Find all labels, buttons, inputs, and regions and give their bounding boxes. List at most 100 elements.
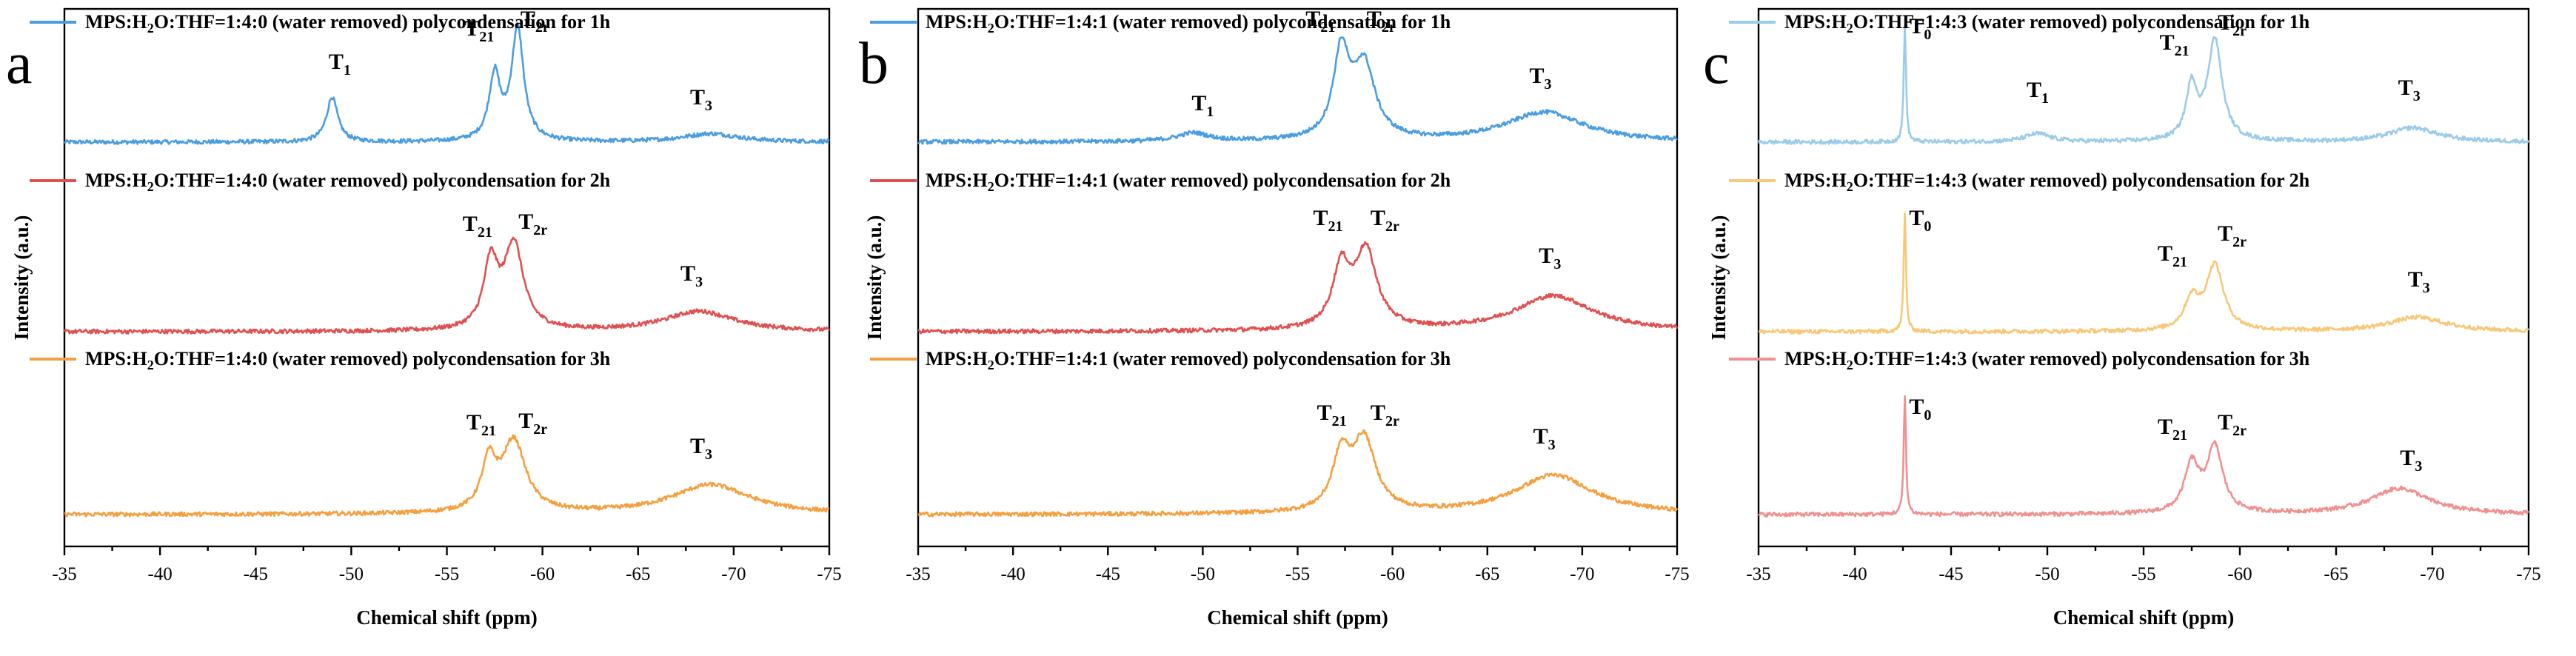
- legend-label: MPS:H2O:THF=1:4:1 (water removed) polyco…: [926, 170, 1451, 194]
- y-axis-title: Intensity (a.u.): [863, 215, 886, 341]
- x-axis-title: Chemical shift (ppm): [1207, 606, 1388, 629]
- legend-label: MPS:H2O:THF=1:4:3 (water removed) polyco…: [1784, 170, 2310, 194]
- x-tick-label: -55: [435, 564, 459, 584]
- chart-panel-a: -35 -40 -45 -50 -55 -60 -65 -70 -75 Chemical shif…: [6, 7, 842, 629]
- series-line: [917, 241, 1679, 335]
- peak-label: T2r: [2218, 221, 2247, 250]
- y-axis-title: Intensity (a.u.): [1707, 215, 1730, 341]
- series-line: [1757, 24, 2530, 145]
- peak-label: T21: [1313, 206, 1342, 235]
- x-tick-label: -40: [147, 564, 172, 584]
- x-tick-label: -55: [1285, 564, 1310, 584]
- x-tick-label: -50: [339, 564, 364, 584]
- chart-panel-b: -35 -40 -45 -50 -55 -60 -65 -70 -75 Chemical shif…: [859, 7, 1690, 629]
- x-tick-label: -75: [2516, 564, 2540, 584]
- chart-panel-c: -35 -40 -45 -50 -55 -60 -65 -70 -75 Chemical shif…: [1703, 7, 2541, 629]
- peak-label: T3: [690, 434, 712, 463]
- peak-label: T3: [1533, 424, 1556, 453]
- series-line: [1758, 212, 2529, 335]
- x-tick-label: -75: [1665, 564, 1689, 584]
- x-tick-label: -70: [1570, 564, 1594, 584]
- legend-label: MPS:H2O:THF=1:4:0 (water removed) polyco…: [85, 348, 611, 372]
- series-line: [917, 36, 1679, 145]
- peak-label: T3: [680, 261, 703, 290]
- x-tick-label: -65: [626, 564, 650, 584]
- y-axis-title: Intensity (a.u.): [10, 215, 33, 341]
- x-tick-label: -45: [1938, 564, 1963, 584]
- peak-label: T3: [2398, 76, 2421, 104]
- series-2: MPS:H2O:THF=1:4:1 (water removed) polyco…: [870, 170, 1679, 335]
- legend-label: MPS:H2O:THF=1:4:0 (water removed) polyco…: [85, 11, 611, 36]
- x-axis-title: Chemical shift (ppm): [2053, 606, 2235, 629]
- peak-label: T2r: [1367, 7, 1396, 36]
- series-2: MPS:H2O:THF=1:4:0 (water removed) polyco…: [30, 170, 831, 335]
- x-axis-title: Chemical shift (ppm): [356, 606, 538, 629]
- x-tick-label: -35: [52, 564, 76, 584]
- peak-label: T21: [466, 410, 496, 439]
- peak-label: T2r: [521, 7, 549, 36]
- x-tick-label: -60: [530, 564, 555, 584]
- series-line: [917, 429, 1679, 518]
- peak-label: T2r: [518, 409, 547, 438]
- series-3: MPS:H2O:THF=1:4:1 (water removed) polyco…: [870, 348, 1679, 518]
- peak-label: T0: [1909, 14, 1931, 43]
- peak-label: T2r: [2218, 410, 2247, 439]
- series-1: MPS:H2O:THF=1:4:1 (water removed) polyco…: [870, 7, 1679, 145]
- peak-label: T0: [1909, 206, 1931, 235]
- x-tick-label: -65: [2324, 564, 2348, 584]
- peak-label: T3: [2408, 267, 2430, 296]
- plot-frame: [917, 7, 1679, 548]
- panel-letter: b: [859, 31, 889, 96]
- x-tick-label: -75: [817, 564, 841, 584]
- x-tick-label: -50: [1191, 564, 1215, 584]
- x-tick-label: -45: [1096, 564, 1120, 584]
- peak-label: T3: [2400, 446, 2422, 475]
- peak-label: T2r: [2218, 10, 2247, 39]
- peak-label: T3: [1539, 244, 1561, 272]
- legend-label: MPS:H2O:THF=1:4:3 (water removed) polyco…: [1784, 348, 2310, 372]
- peak-label: T2r: [518, 210, 547, 238]
- series-line: [63, 236, 831, 335]
- x-tick-label: -35: [906, 564, 930, 584]
- peak-label: T21: [463, 212, 492, 241]
- x-tick-label: -40: [1000, 564, 1025, 584]
- peak-label: T0: [1909, 395, 1931, 424]
- series-line: [63, 21, 830, 145]
- legend-label: MPS:H2O:THF=1:4:1 (water removed) polyco…: [926, 11, 1451, 36]
- legend-label: MPS:H2O:THF=1:4:0 (water removed) polyco…: [85, 170, 611, 194]
- x-tick-label: -45: [244, 564, 268, 584]
- peak-label: T1: [1191, 91, 1214, 120]
- legend-label: MPS:H2O:THF=1:4:3 (water removed) polyco…: [1784, 11, 2310, 36]
- x-tick-label: -60: [2227, 564, 2252, 584]
- x-tick-label: -70: [721, 564, 746, 584]
- peak-label: T21: [1317, 401, 1347, 429]
- panel-letter: a: [6, 31, 33, 96]
- x-tick-label: -60: [1380, 564, 1405, 584]
- peak-label: T21: [2160, 30, 2189, 59]
- peak-label: T21: [1305, 7, 1335, 36]
- peak-label: T3: [690, 85, 712, 114]
- peak-label: T1: [2027, 78, 2049, 107]
- series-2: MPS:H2O:THF=1:4:3 (water removed) polyco…: [1729, 170, 2529, 335]
- peak-label: T21: [2158, 241, 2187, 270]
- peak-label: T1: [329, 50, 351, 78]
- peak-label: T2r: [1371, 206, 1399, 235]
- peak-label: T2r: [1371, 401, 1399, 429]
- series-3: MPS:H2O:THF=1:4:0 (water removed) polyco…: [30, 348, 830, 518]
- series-3: MPS:H2O:THF=1:4:3 (water removed) polyco…: [1729, 348, 2529, 518]
- panel-letter: c: [1703, 31, 1730, 96]
- x-tick-label: -40: [1842, 564, 1867, 584]
- series-1: MPS:H2O:THF=1:4:3 (water removed) polyco…: [1729, 10, 2530, 145]
- series-line: [64, 434, 830, 518]
- x-tick-label: -35: [1746, 564, 1770, 584]
- legend-label: MPS:H2O:THF=1:4:1 (water removed) polyco…: [926, 348, 1451, 372]
- x-tick-label: -70: [2420, 564, 2444, 584]
- peak-label: T21: [464, 16, 494, 45]
- peak-label: T21: [2158, 415, 2187, 444]
- plot-frame: [63, 7, 831, 548]
- series-line: [1758, 395, 2529, 518]
- peak-label: T3: [1529, 64, 1551, 93]
- x-tick-label: -55: [2131, 564, 2155, 584]
- x-tick-label: -50: [2035, 564, 2059, 584]
